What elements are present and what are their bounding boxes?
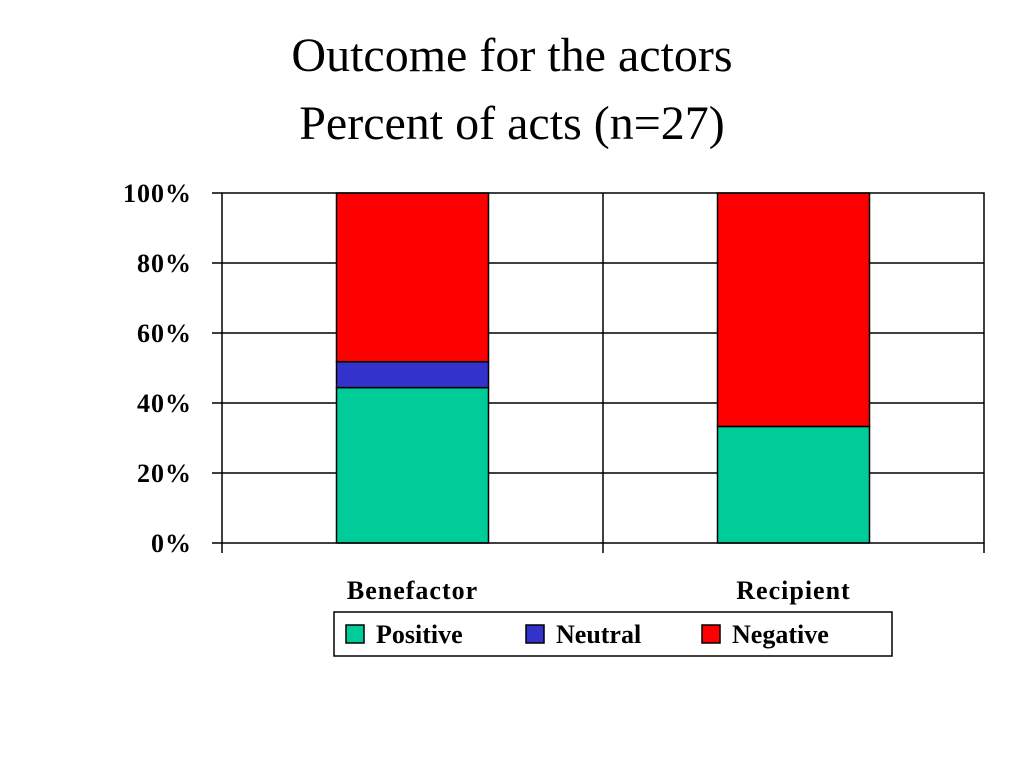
bar-benefactor-negative xyxy=(335,192,490,363)
y-tick-label: 60% xyxy=(137,319,192,348)
bar-recipient-positive xyxy=(716,425,871,544)
legend-swatch-negative xyxy=(701,624,721,644)
bar-benefactor-positive xyxy=(335,386,490,544)
bar-benefactor-neutral xyxy=(335,360,490,389)
legend-label-neutral: Neutral xyxy=(556,620,641,649)
y-tick-label: 40% xyxy=(137,389,192,418)
y-tick-label: 0% xyxy=(151,529,192,558)
legend-swatch-positive xyxy=(345,624,365,644)
legend-box xyxy=(333,611,893,657)
chart-title-line-2: Percent of acts (n=27) xyxy=(299,97,725,150)
category-label: Recipient xyxy=(736,576,850,605)
legend-label-positive: Positive xyxy=(376,620,463,649)
legend-label-negative: Negative xyxy=(732,620,829,649)
category-label: Benefactor xyxy=(347,576,478,605)
legend: Positive Neutral Negative xyxy=(333,611,893,657)
axes: 0% 20% 40% 60% 80% 100% Benefactor Recipient xyxy=(123,179,985,605)
legend-swatch-neutral xyxy=(525,624,545,644)
bar-recipient-negative xyxy=(716,192,871,428)
y-tick-label: 80% xyxy=(137,249,192,278)
bars xyxy=(335,192,871,544)
y-tick-label: 20% xyxy=(137,459,192,488)
chart-title-line-1: Outcome for the actors xyxy=(291,29,733,82)
y-tick-label: 100% xyxy=(123,179,192,208)
